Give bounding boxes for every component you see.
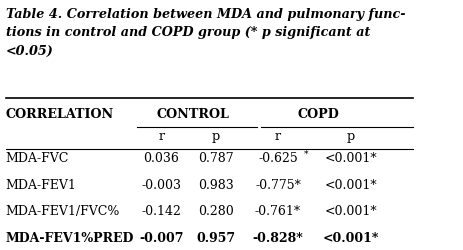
- Text: -0.828*: -0.828*: [253, 231, 303, 244]
- Text: <0.001*: <0.001*: [325, 152, 377, 165]
- Text: r: r: [158, 130, 164, 142]
- Text: MDA-FVC: MDA-FVC: [6, 152, 69, 165]
- Text: CORRELATION: CORRELATION: [6, 108, 114, 121]
- Text: MDA-FEV1: MDA-FEV1: [6, 178, 76, 191]
- Text: -0.625: -0.625: [258, 152, 298, 165]
- Text: Table 4. Correlation between MDA and pulmonary func-: Table 4. Correlation between MDA and pul…: [6, 8, 405, 20]
- Text: -0.775*: -0.775*: [255, 178, 301, 191]
- Text: tions in control and COPD group (* p significant at: tions in control and COPD group (* p sig…: [6, 26, 370, 39]
- Text: p: p: [347, 130, 355, 142]
- Text: MDA-FEV1/FVC%: MDA-FEV1/FVC%: [6, 204, 120, 218]
- Text: -0.761*: -0.761*: [255, 204, 301, 218]
- Text: <0.001*: <0.001*: [325, 204, 377, 218]
- Text: <0.05): <0.05): [6, 45, 53, 58]
- Text: 0.280: 0.280: [198, 204, 233, 218]
- Text: CONTROL: CONTROL: [156, 108, 229, 121]
- Text: r: r: [275, 130, 281, 142]
- Text: 0.787: 0.787: [198, 152, 233, 165]
- Text: p: p: [212, 130, 220, 142]
- Text: <0.001*: <0.001*: [323, 231, 379, 244]
- Text: 0.036: 0.036: [144, 152, 180, 165]
- Text: -0.007: -0.007: [139, 231, 184, 244]
- Text: <0.001*: <0.001*: [325, 178, 377, 191]
- Text: 0.983: 0.983: [198, 178, 233, 191]
- Text: MDA-FEV1%PRED: MDA-FEV1%PRED: [6, 231, 134, 244]
- Text: *: *: [304, 149, 308, 158]
- Text: COPD: COPD: [298, 108, 339, 121]
- Text: 0.957: 0.957: [196, 231, 235, 244]
- Text: -0.003: -0.003: [142, 178, 181, 191]
- Text: -0.142: -0.142: [142, 204, 181, 218]
